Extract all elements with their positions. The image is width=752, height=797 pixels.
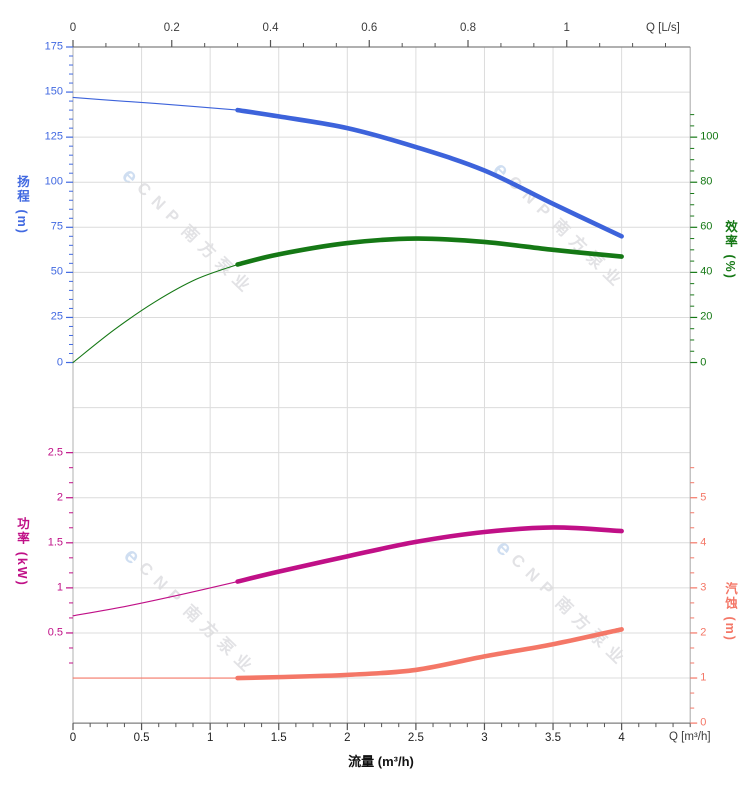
plot-border — [72, 46, 691, 724]
top-axis-unit-label: Q [L/s] — [646, 22, 680, 34]
bottom-axis-unit-label: Q [m³/h] — [669, 731, 711, 743]
npsh-axis-title: 汽蚀 (m) — [723, 582, 737, 643]
head-curve — [72, 96, 624, 239]
npsh-axis — [690, 467, 698, 724]
npsh-curve — [72, 627, 624, 681]
head-axis — [66, 46, 73, 364]
power-axis — [66, 452, 73, 664]
power-curve-thick — [235, 525, 624, 584]
efficiency-curve-thick — [235, 236, 624, 267]
npsh-curve-thick — [235, 627, 624, 681]
head-curve-thin — [72, 96, 239, 111]
gridlines — [72, 46, 691, 724]
x-bottom-axis — [72, 723, 691, 731]
head-curve-thick — [235, 107, 624, 239]
efficiency-axis-title: 效率 (%) — [723, 219, 737, 280]
head-axis-title: 扬程 (m) — [15, 174, 29, 235]
power-curve — [72, 525, 624, 617]
efficiency-curve — [72, 236, 624, 364]
flow-axis-title: 流量 (m³/h) — [348, 754, 414, 769]
x-top-axis — [72, 40, 667, 47]
efficiency-axis — [690, 114, 698, 364]
power-axis-title: 功率 (kW) — [15, 517, 29, 587]
efficiency-curve-thin — [72, 263, 239, 364]
power-curve-thin — [72, 581, 239, 617]
